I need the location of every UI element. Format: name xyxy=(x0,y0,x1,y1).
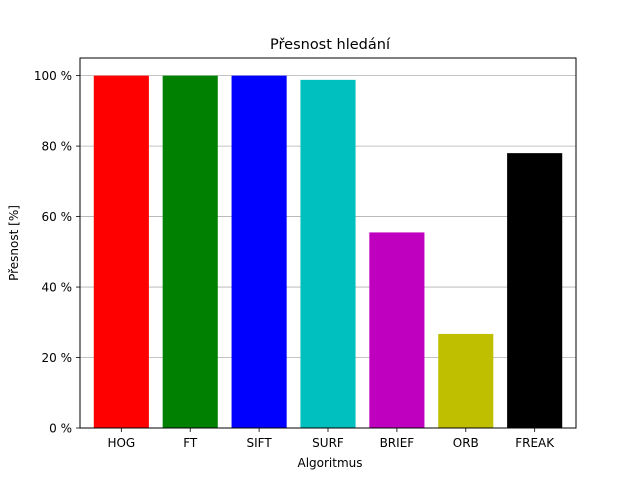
bar-freak xyxy=(507,153,563,428)
x-tick-label: FREAK xyxy=(515,436,555,450)
y-tick-label: 60 % xyxy=(42,210,73,224)
y-tick-label: 80 % xyxy=(42,140,73,154)
bar-orb xyxy=(438,333,494,428)
chart-title: Přesnost hledání xyxy=(270,37,391,53)
bar-brief xyxy=(369,232,425,428)
x-tick-label: FT xyxy=(183,436,198,450)
bar-ft xyxy=(162,75,218,428)
x-tick-label: SURF xyxy=(312,436,344,450)
x-tick-label: HOG xyxy=(107,436,135,450)
x-axis-label: Algoritmus xyxy=(297,456,362,470)
x-tick-label: SIFT xyxy=(247,436,273,450)
x-tick-label: BRIEF xyxy=(380,436,415,450)
y-tick-label: 40 % xyxy=(42,281,73,295)
bar-hog xyxy=(93,75,149,428)
y-axis-label: Přesnost [%] xyxy=(7,205,21,281)
y-tick-label: 100 % xyxy=(34,69,72,83)
bar-surf xyxy=(300,79,356,428)
y-axis-ticks: 0 % 20 % 40 % 60 % 80 % 100 % xyxy=(34,69,80,436)
x-tick-label: ORB xyxy=(453,436,479,450)
y-tick-label: 20 % xyxy=(42,351,73,365)
y-tick-label: 0 % xyxy=(49,422,72,436)
x-axis-ticks: HOG FT SIFT SURF BRIEF ORB FREAK xyxy=(107,428,555,450)
bar-sift xyxy=(231,75,287,428)
bars xyxy=(93,75,563,428)
